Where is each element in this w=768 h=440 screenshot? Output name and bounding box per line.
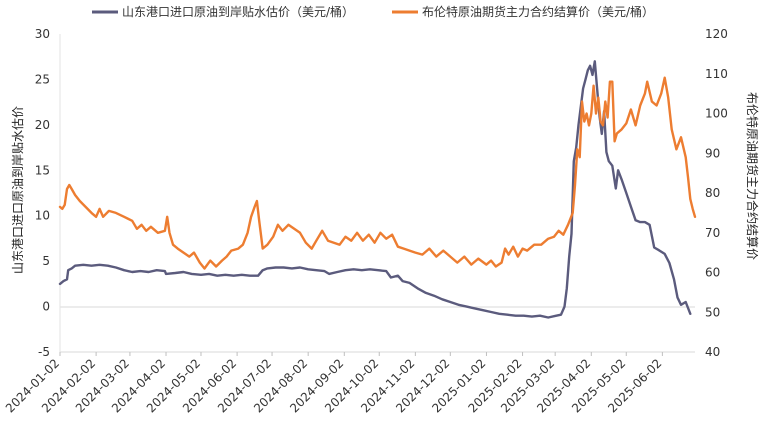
y-right-tick-label: 40 [705,345,720,359]
y-left-tick-label: 20 [35,118,50,132]
y-right-tick-label: 50 [705,305,720,319]
y-left-tick-label: 25 [35,72,50,86]
x-axis-ticks: 2024-01-022024-02-022024-03-022024-04-02… [3,352,664,415]
y-right-tick-label: 70 [705,226,720,240]
y-right-tick-label: 100 [705,107,728,121]
y-axis-right-title: 布伦特原油期货主力合约结算价 [745,92,760,260]
y-right-tick-label: 110 [705,67,728,81]
y-left-tick-label: 10 [35,209,50,223]
y-right-tick-label: 90 [705,146,720,160]
y-left-tick-label: 5 [42,254,50,268]
y-left-tick-label: 30 [35,27,50,41]
y-left-tick-label: -5 [38,345,50,359]
y-axis-left-title: 山东港口进口原油到岸贴水估价 [11,106,25,274]
y-axis-left-ticks: -5 0 5 10 15 20 25 30 [35,27,50,359]
y-left-tick-label: 0 [42,300,50,314]
y-left-tick-label: 15 [35,163,50,177]
legend-label-brent: 布伦特原油期货主力合约结算价（美元/桶） [422,4,654,19]
series-line-brent [58,76,697,270]
series-layer [58,60,697,319]
legend-label-discount: 山东港口进口原油到岸贴水估价（美元/桶） [122,4,354,19]
y-right-tick-label: 60 [705,266,720,280]
y-axis-right-ticks: 40 50 60 70 80 90 100 110 120 [705,27,728,359]
y-right-tick-label: 120 [705,27,728,41]
series-line-discount [58,60,692,319]
legend: 山东港口进口原油到岸贴水估价（美元/桶） 布伦特原油期货主力合约结算价（美元/桶… [92,4,654,19]
y-right-tick-label: 80 [705,186,720,200]
